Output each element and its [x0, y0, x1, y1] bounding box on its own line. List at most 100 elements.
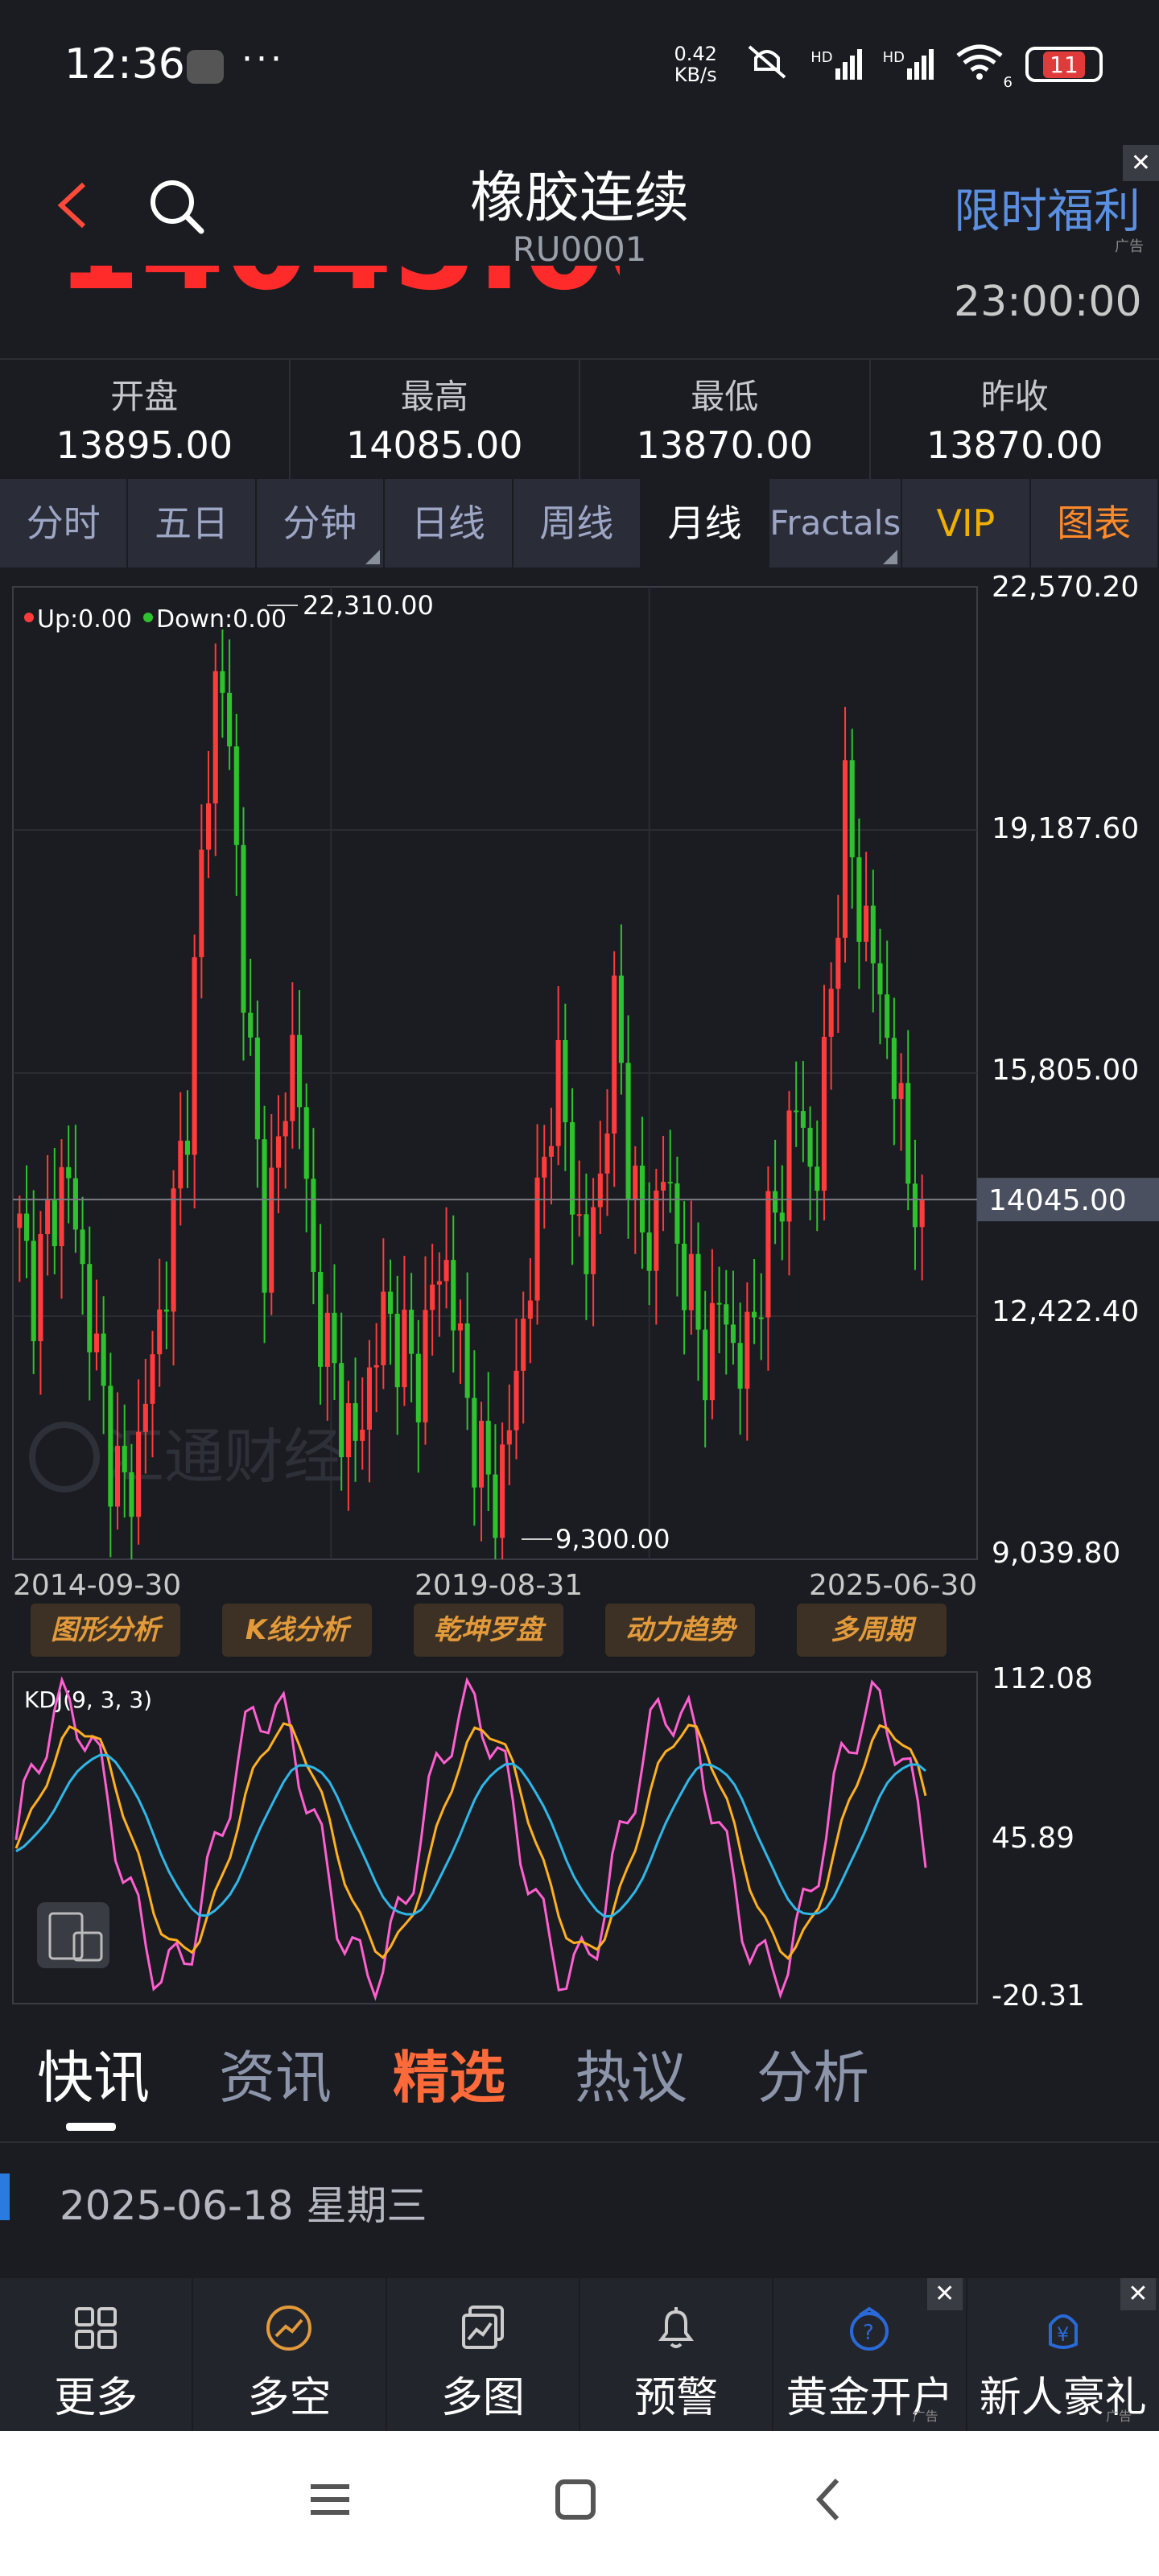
wifi-icon: 6 [955, 43, 1013, 91]
kline-analysis-button[interactable]: K线分析 [222, 1604, 372, 1657]
candle [311, 1179, 316, 1272]
candle [527, 1300, 533, 1319]
ohlc-open: 开盘 13895.00 [0, 360, 291, 479]
compass-button[interactable]: 乾坤罗盘 [414, 1604, 563, 1657]
divider [0, 358, 1159, 360]
svg-text:?: ? [863, 2321, 874, 2345]
candle [353, 1403, 358, 1441]
candle [303, 1107, 309, 1179]
candle [52, 1200, 57, 1247]
candle [136, 1431, 142, 1517]
tab-fractals[interactable]: Fractals [769, 479, 903, 568]
tab-five-day[interactable]: 五日 [128, 479, 257, 568]
ad-close-button[interactable]: ✕ [926, 2278, 963, 2310]
candle [821, 1036, 827, 1191]
more-notifications-icon: ··· [241, 39, 285, 80]
candle [129, 1472, 134, 1517]
ohlc-value: 13870.00 [926, 423, 1103, 467]
candle [59, 1166, 64, 1247]
candle [870, 905, 876, 964]
y-tick: 22,570.20 [992, 571, 1139, 604]
news-tab-flash[interactable]: 快讯 [37, 2045, 150, 2111]
candle [688, 1253, 694, 1311]
multi-period-button[interactable]: 多周期 [797, 1604, 947, 1657]
candle [38, 1234, 43, 1342]
candle [891, 1038, 897, 1100]
candle [654, 1190, 659, 1271]
candle [423, 1310, 428, 1422]
candle [660, 1182, 666, 1191]
toolbar-gold-account-ad[interactable]: ? 黄金开户 广告 ✕ [773, 2278, 967, 2431]
promo-ad-link[interactable]: 限时福利 [954, 184, 1141, 238]
candle [387, 1291, 394, 1315]
toolbar-label: 多图 [440, 2374, 525, 2422]
toolbar-long-short-button[interactable]: 多空 [193, 2278, 387, 2431]
svg-text:¥: ¥ [1057, 2323, 1069, 2346]
candle [457, 1323, 464, 1331]
candle [905, 1083, 911, 1184]
chart-grid [13, 587, 977, 1559]
candle [709, 1302, 715, 1401]
news-tab-analysis[interactable]: 分析 [757, 2045, 869, 2111]
candle [716, 1302, 722, 1305]
toolbar-new-user-gift-ad[interactable]: ¥ 新人豪礼 广告 ✕ [967, 2278, 1159, 2431]
news-tab-info[interactable]: 资讯 [219, 2045, 332, 2111]
tab-chart-settings[interactable]: 图表 [1031, 479, 1159, 568]
signal-hd-2: HD [882, 49, 905, 66]
date-marker [0, 2174, 10, 2220]
instrument-code: RU0001 [512, 229, 647, 269]
tab-weekly[interactable]: 周线 [514, 479, 641, 568]
tab-minute[interactable]: 分钟 [257, 479, 386, 568]
candle [493, 1474, 498, 1538]
candle [373, 1364, 379, 1368]
candle [171, 1188, 176, 1312]
gold-account-icon: ? [850, 2306, 889, 2351]
ohlc-low: 最低 13870.00 [580, 360, 871, 479]
ad-tag: 广告 [1115, 238, 1144, 255]
signal-hd-1: HD [810, 49, 833, 66]
candle [269, 1167, 274, 1293]
menu-icon[interactable] [306, 2475, 354, 2524]
candle [885, 994, 890, 1038]
candle [80, 1229, 85, 1265]
candle [773, 1191, 778, 1213]
news-tab-discussion[interactable]: 热议 [575, 2045, 687, 2111]
candle [241, 844, 246, 1013]
back-button[interactable] [48, 181, 97, 229]
candle [157, 1309, 163, 1355]
ohlc-value: 13895.00 [56, 423, 233, 467]
ad-close-button[interactable]: ✕ [1123, 145, 1159, 181]
chart-area[interactable]: 汇通财经 14045.00 22,570.20 19,187.60 15,805… [0, 568, 1159, 2008]
kdj-d-line [15, 1753, 926, 1918]
tab-vip[interactable]: VIP [902, 479, 1031, 568]
news-tab-featured[interactable]: 精选 [393, 2045, 505, 2111]
legend-down-dot [143, 613, 153, 622]
candle [275, 1136, 282, 1168]
toolbar-label: 多空 [247, 2374, 332, 2422]
toolbar-more-button[interactable]: 更多 [0, 2278, 194, 2431]
candle [877, 963, 883, 995]
toolbar-alert-button[interactable]: 预警 [580, 2278, 774, 2431]
bell-icon [658, 2307, 695, 2348]
tab-intraday[interactable]: 分时 [0, 479, 129, 568]
search-button[interactable] [145, 173, 209, 237]
candle [506, 1430, 512, 1445]
candle [199, 849, 204, 958]
candle [737, 1343, 743, 1389]
back-icon[interactable] [805, 2475, 853, 2524]
toolbar-multi-chart-button[interactable]: 多图 [387, 2278, 580, 2431]
candle [192, 957, 197, 1155]
candle [912, 1183, 918, 1228]
multi-chart-icon [461, 2306, 504, 2349]
tab-daily[interactable]: 日线 [385, 479, 514, 568]
candle [485, 1420, 491, 1475]
momentum-trend-button[interactable]: 动力趋势 [605, 1604, 755, 1657]
home-icon[interactable] [551, 2475, 600, 2524]
candle [555, 1040, 561, 1146]
x-label-end: 2025-06-30 [809, 1569, 977, 1602]
pattern-analysis-button[interactable]: 图形分析 [31, 1604, 180, 1657]
ohlc-row: 开盘 13895.00 最高 14085.00 最低 13870.00 昨收 13870… [0, 360, 1159, 479]
ad-close-button[interactable]: ✕ [1120, 2278, 1156, 2310]
tab-monthly[interactable]: 月线 [641, 479, 770, 568]
max-price-label: 22,310.00 [303, 590, 434, 621]
